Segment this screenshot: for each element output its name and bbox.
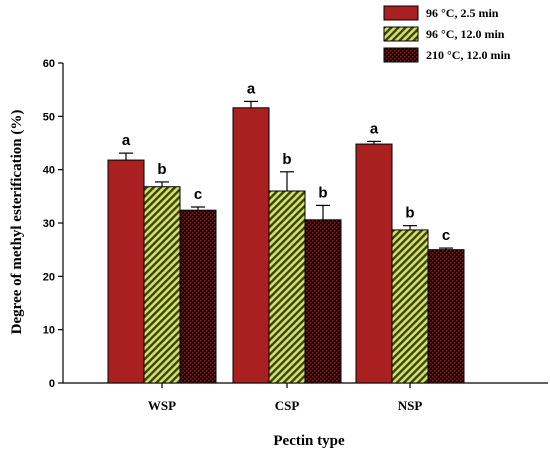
x-tick-label: WSP	[148, 398, 176, 413]
y-tick-label: 40	[43, 165, 55, 177]
legend-swatch	[383, 47, 419, 63]
significance-label: b	[318, 184, 327, 201]
bar	[391, 229, 429, 384]
significance-label: b	[282, 151, 291, 168]
bar	[179, 209, 217, 384]
y-tick-label: 0	[49, 378, 55, 390]
bar	[107, 159, 145, 384]
plot-area: 0 10 20 30 40 50 60 WSP a b c CSP a b b NSP a b c	[43, 58, 548, 413]
legend-label: 96 °C, 12.0 min	[426, 27, 505, 41]
significance-label: b	[405, 205, 414, 222]
y-tick-label: 20	[43, 271, 55, 283]
bar	[143, 186, 181, 384]
bar	[268, 190, 306, 384]
significance-label: a	[370, 120, 379, 137]
y-tick-label: 50	[43, 111, 55, 123]
significance-label: a	[247, 80, 256, 97]
legend: 96 °C, 2.5 min 96 °C, 12.0 min 210 °C, 12.…	[383, 5, 511, 63]
legend-swatch	[383, 5, 419, 21]
significance-label: b	[157, 161, 166, 178]
y-tick-label: 60	[43, 58, 55, 70]
x-tick-label: NSP	[398, 398, 423, 413]
bar	[232, 107, 270, 384]
significance-label: c	[442, 227, 450, 244]
significance-label: a	[122, 132, 131, 149]
bar	[427, 249, 465, 384]
y-axis-title: Degree of methyl esterification (%)	[9, 110, 25, 335]
y-tick-label: 10	[43, 325, 55, 337]
legend-label: 210 °C, 12.0 min	[426, 48, 511, 62]
legend-swatch	[383, 26, 419, 42]
y-tick-label: 30	[43, 218, 55, 230]
significance-label: c	[194, 186, 202, 203]
x-tick-label: CSP	[275, 398, 300, 413]
legend-label: 96 °C, 2.5 min	[426, 6, 499, 20]
bar	[304, 219, 342, 384]
x-axis-title: Pectin type	[273, 433, 345, 449]
bar	[355, 143, 393, 384]
